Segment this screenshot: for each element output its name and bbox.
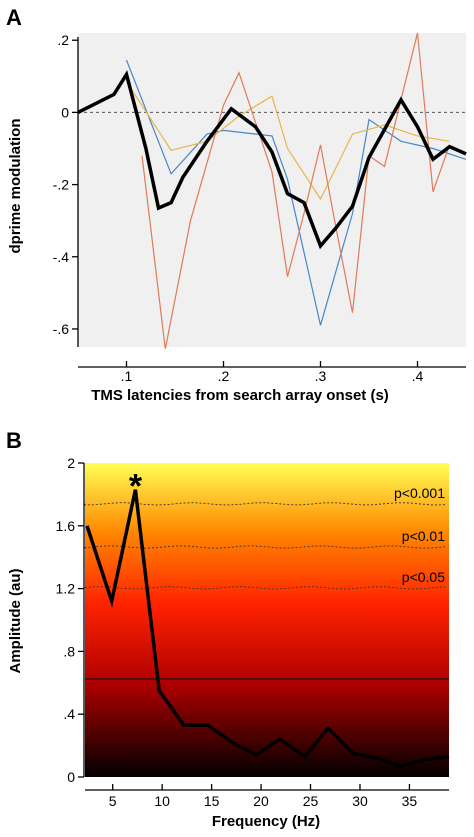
panel-b-x-tick-label: 5 — [109, 793, 117, 809]
panel-b-amplitude-series — [85, 489, 450, 768]
panel-a-series-0 — [77, 70, 467, 250]
panel-b-x-tick-label: 20 — [253, 793, 269, 809]
panel-a-y-axis-label: dprime modulation — [7, 119, 24, 254]
panel-b: B p<0.001 p<0.01 p<0.05 * 0 .4 .8 1.2 1.6 2 5 10… — [6, 428, 450, 830]
panel-b-threshold-label-0: p<0.001 — [394, 485, 445, 501]
panel-a-plot-background — [78, 33, 466, 347]
panel-a: A .2 0 -.2 -.4 -.6 .1 .2 .3 .4 TMS latencies fr… — [6, 5, 467, 404]
panel-b-y-ticks: 0 .4 .8 1.2 1.6 2 — [56, 455, 84, 785]
panel-a-x-ticks: .1 .2 .3 .4 — [121, 361, 424, 384]
panel-b-thresholds: p<0.001 p<0.01 p<0.05 — [84, 485, 449, 680]
panel-b-significance-asterisk: * — [129, 468, 143, 506]
panel-b-x-tick-label: 35 — [402, 793, 418, 809]
panel-b-heat-background — [85, 463, 449, 777]
panel-b-annotations: * — [129, 468, 143, 506]
panel-a-y-ticks: .2 0 -.2 -.4 -.6 — [53, 32, 78, 337]
panel-b-y-tick-label: .4 — [63, 706, 75, 722]
panel-a-x-axis-label: TMS latencies from search array onset (s… — [91, 387, 389, 404]
panel-a-x-tick-label: .3 — [315, 368, 327, 384]
panel-b-x-tick-label: 15 — [204, 793, 220, 809]
panel-a-x-tick-label: .4 — [412, 368, 424, 384]
panel-b-threshold-label-1: p<0.01 — [402, 528, 445, 544]
panel-b-series-group — [85, 489, 450, 768]
panel-b-y-tick-label: 2 — [67, 455, 75, 471]
panel-a-y-tick-label: -.6 — [53, 321, 70, 337]
panel-b-letter: B — [6, 428, 22, 453]
panel-b-y-tick-label: .8 — [63, 643, 75, 659]
panel-b-x-tick-label: 25 — [303, 793, 319, 809]
panel-a-y-tick-label: -.4 — [53, 249, 70, 265]
panel-a-y-tick-label: 0 — [61, 104, 69, 120]
panel-b-x-tick-label: 10 — [154, 793, 170, 809]
panel-b-y-axis-label: Amplitude (au) — [7, 569, 24, 674]
panel-b-y-tick-label: 0 — [67, 769, 75, 785]
panel-a-series-1 — [125, 59, 467, 326]
panel-b-x-ticks: 5 10 15 20 25 30 35 — [109, 784, 418, 809]
panel-b-x-axis-label: Frequency (Hz) — [212, 813, 320, 830]
panel-b-y-tick-label: 1.6 — [56, 518, 76, 534]
panel-a-y-tick-label: -.2 — [53, 177, 70, 193]
panel-a-x-tick-label: .1 — [121, 368, 133, 384]
panel-a-letter: A — [6, 5, 22, 30]
panel-a-series-group — [77, 32, 467, 349]
panel-b-y-tick-label: 1.2 — [56, 581, 76, 597]
panel-a-y-tick-label: .2 — [57, 32, 69, 48]
panel-a-x-tick-label: .2 — [218, 368, 230, 384]
panel-b-threshold-label-2: p<0.05 — [402, 569, 445, 585]
panel-b-x-tick-label: 30 — [352, 793, 368, 809]
panel-a-series-2 — [125, 81, 450, 201]
